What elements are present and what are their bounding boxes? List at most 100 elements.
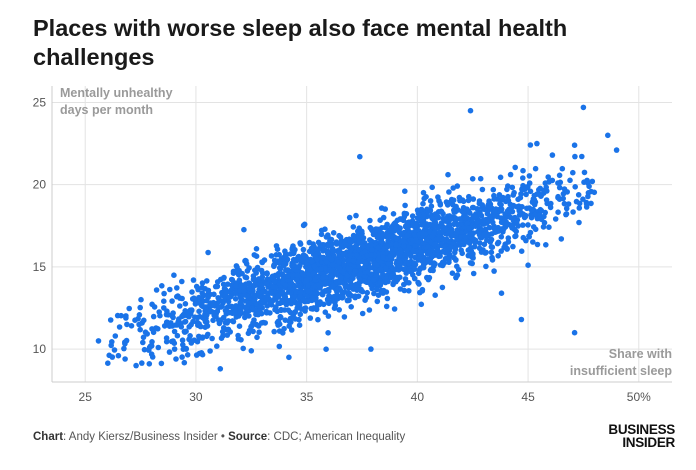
scatter-point bbox=[424, 237, 430, 243]
scatter-point bbox=[330, 283, 337, 289]
scatter-point bbox=[411, 266, 418, 273]
scatter-point bbox=[391, 221, 398, 227]
scatter-point bbox=[161, 305, 167, 311]
scatter-point bbox=[486, 224, 493, 231]
scatter-point bbox=[367, 265, 374, 271]
y-tick-label: 25 bbox=[33, 95, 47, 109]
scatter-point bbox=[296, 316, 302, 323]
scatter-point bbox=[112, 333, 119, 339]
scatter-point bbox=[214, 283, 221, 290]
scatter-point bbox=[439, 284, 446, 291]
scatter-point bbox=[281, 260, 288, 267]
scatter-point bbox=[477, 240, 483, 246]
scatter-point bbox=[434, 251, 440, 258]
scatter-point bbox=[555, 180, 561, 186]
scatter-point bbox=[378, 205, 385, 211]
scatter-point bbox=[410, 247, 417, 254]
scatter-point bbox=[221, 294, 228, 300]
scatter-point bbox=[343, 242, 350, 249]
scatter-point bbox=[166, 349, 173, 355]
scatter-point bbox=[559, 165, 566, 172]
scatter-point bbox=[344, 290, 351, 296]
scatter-point bbox=[418, 301, 425, 308]
scatter-point bbox=[294, 264, 301, 271]
scatter-point bbox=[264, 271, 270, 277]
scatter-point bbox=[510, 192, 517, 198]
scatter-point bbox=[232, 309, 238, 316]
scatter-point bbox=[305, 282, 311, 288]
tick-labels: 25 30 35 40 45 50% 10 15 20 25 bbox=[33, 95, 651, 404]
scatter-point bbox=[196, 308, 202, 315]
scatter-point bbox=[190, 277, 197, 283]
scatter-point bbox=[167, 286, 173, 293]
scatter-point bbox=[438, 220, 445, 226]
scatter-point bbox=[183, 346, 189, 352]
scatter-point bbox=[263, 281, 270, 287]
y-tick-label: 15 bbox=[33, 260, 47, 274]
scatter-point bbox=[126, 305, 132, 312]
scatter-point bbox=[447, 222, 453, 228]
scatter-point bbox=[361, 265, 367, 271]
scatter-point bbox=[411, 260, 417, 266]
scatter-point bbox=[288, 319, 294, 325]
scatter-point bbox=[144, 331, 150, 337]
scatter-point bbox=[196, 321, 202, 327]
scatter-point bbox=[431, 222, 438, 229]
scatter-point bbox=[369, 247, 375, 253]
logo-line-1: BUSINESS bbox=[608, 422, 675, 437]
scatter-point bbox=[285, 289, 292, 295]
scatter-point bbox=[285, 273, 291, 279]
scatter-point bbox=[333, 269, 340, 276]
scatter-point bbox=[530, 224, 537, 230]
scatter-point bbox=[489, 244, 496, 250]
scatter-point bbox=[179, 354, 185, 360]
scatter-point bbox=[419, 288, 426, 294]
scatter-point bbox=[545, 174, 551, 180]
scatter-point bbox=[220, 281, 227, 288]
scatter-point bbox=[150, 313, 157, 320]
scatter-point bbox=[273, 243, 280, 249]
scatter-point bbox=[434, 247, 441, 254]
scatter-point bbox=[476, 245, 483, 252]
scatter-point bbox=[331, 305, 338, 312]
scatter-point bbox=[452, 209, 459, 215]
scatter-point bbox=[470, 270, 477, 277]
scatter-point bbox=[277, 266, 284, 272]
scatter-point bbox=[420, 189, 427, 196]
scatter-point bbox=[451, 221, 457, 228]
scatter-point bbox=[455, 266, 462, 273]
scatter-point bbox=[170, 338, 176, 344]
scatter-point bbox=[322, 226, 328, 232]
scatter-point bbox=[263, 308, 270, 315]
scatter-point bbox=[556, 172, 563, 179]
scatter-point bbox=[216, 298, 222, 305]
scatter-point bbox=[116, 324, 123, 330]
scatter-point bbox=[418, 206, 425, 213]
scatter-point bbox=[138, 296, 144, 303]
scatter-point bbox=[107, 317, 114, 323]
scatter-point bbox=[270, 283, 276, 290]
scatter-point bbox=[467, 260, 474, 266]
scatter-point bbox=[238, 293, 244, 300]
scatter-point bbox=[282, 251, 289, 257]
scatter-point bbox=[585, 180, 591, 186]
scatter-point bbox=[199, 280, 206, 286]
scatter-point bbox=[271, 257, 278, 264]
scatter-point bbox=[263, 297, 270, 303]
scatter-point bbox=[377, 280, 384, 286]
scatter-point bbox=[221, 274, 227, 281]
scatter-point bbox=[199, 284, 205, 291]
y-tick-label: 20 bbox=[33, 178, 47, 192]
scatter-point bbox=[146, 347, 152, 353]
scatter-point bbox=[470, 255, 476, 261]
scatter-point bbox=[319, 291, 326, 298]
scatter-point bbox=[317, 266, 324, 272]
scatter-point bbox=[181, 359, 188, 366]
scatter-point bbox=[447, 244, 454, 251]
scatter-point bbox=[404, 232, 411, 239]
scatter-point bbox=[217, 366, 224, 372]
scatter-point bbox=[427, 207, 434, 214]
scatter-point bbox=[538, 192, 545, 198]
scatter-point bbox=[204, 278, 210, 284]
scatter-point bbox=[542, 209, 548, 216]
